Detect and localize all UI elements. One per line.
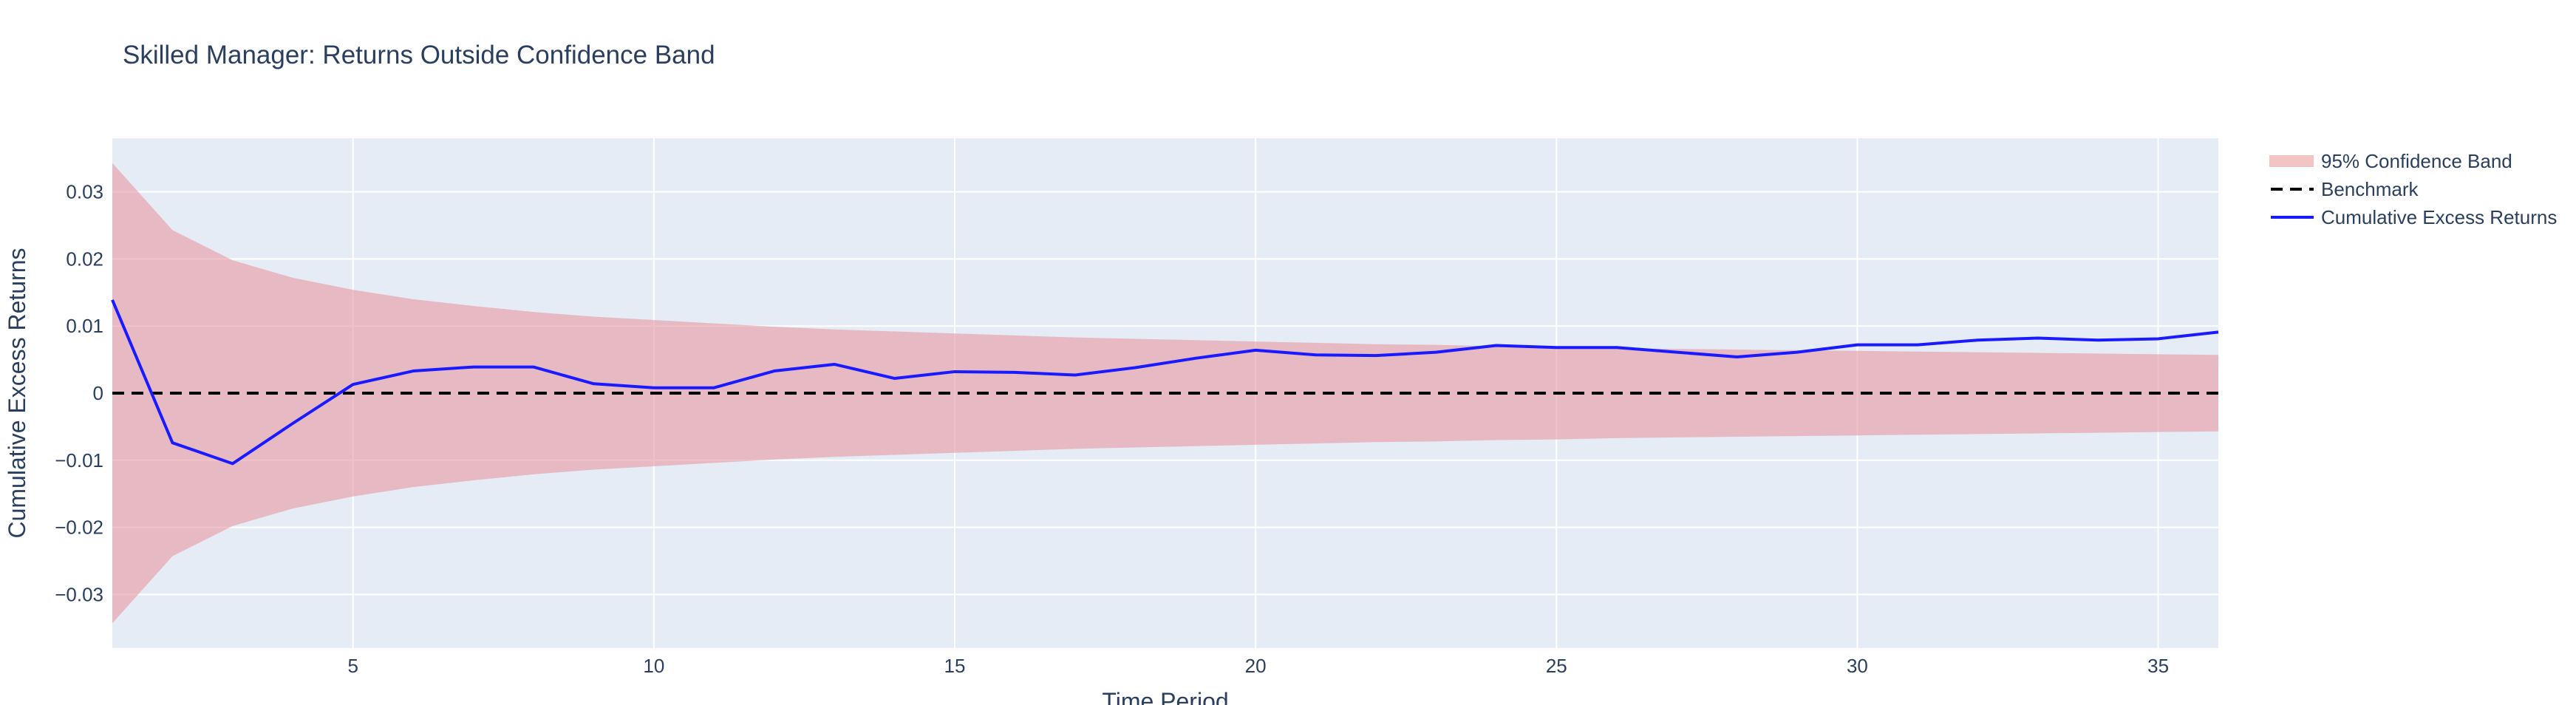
chart-title: Skilled Manager: Returns Outside Confide… — [123, 41, 715, 69]
confidence-band — [112, 163, 2218, 624]
x-tick-label: 30 — [1847, 655, 1868, 677]
returns-layer — [111, 299, 2219, 466]
y-tick-label: 0.01 — [66, 315, 103, 337]
y-tick-label: −0.03 — [55, 583, 103, 605]
y-tick-label: −0.01 — [55, 449, 103, 471]
x-tick-label: 10 — [643, 655, 664, 677]
y-tick-label: 0.03 — [66, 181, 103, 203]
x-axis-ticks: 5 10 15 20 25 30 35 — [347, 655, 2169, 677]
legend-item[interactable]: Cumulative Excess Returns — [2271, 206, 2557, 228]
x-tick-label: 35 — [2147, 655, 2169, 677]
x-tick-label: 20 — [1245, 655, 1267, 677]
legend-label: Cumulative Excess Returns — [2321, 206, 2557, 228]
legend-item[interactable]: Benchmark — [2271, 178, 2419, 200]
y-tick-label: 0.02 — [66, 248, 103, 270]
x-axis-title: Time Period — [1102, 688, 1228, 705]
legend-label: Benchmark — [2321, 178, 2419, 200]
y-tick-label: −0.02 — [55, 517, 103, 539]
y-axis-ticks: −0.03 −0.02 −0.01 0 0.01 0.02 0.03 — [55, 181, 103, 606]
y-tick-label: 0 — [93, 382, 103, 404]
legend-label: 95% Confidence Band — [2321, 150, 2512, 172]
cumulative-excess-returns-line — [111, 299, 2219, 466]
legend: 95% Confidence Band Benchmark Cumulative E… — [2269, 150, 2557, 228]
confidence-band-layer — [112, 163, 2218, 624]
y-axis-title: Cumulative Excess Returns — [4, 248, 30, 538]
x-tick-label: 15 — [944, 655, 966, 677]
x-tick-label: 5 — [347, 655, 358, 677]
legend-swatch-band — [2269, 155, 2314, 167]
legend-item[interactable]: 95% Confidence Band — [2269, 150, 2512, 172]
x-tick-label: 25 — [1546, 655, 1567, 677]
